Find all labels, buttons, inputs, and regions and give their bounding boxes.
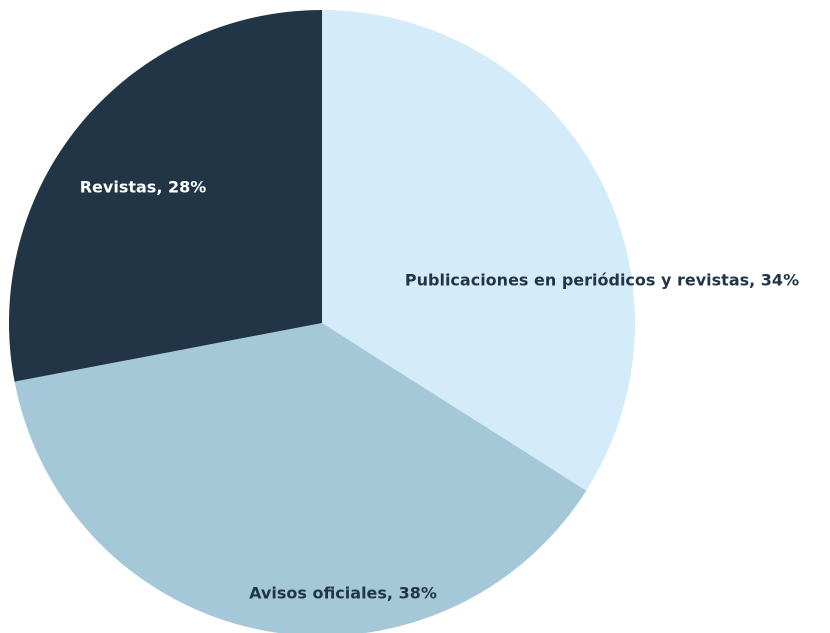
pie-slice <box>8 10 322 382</box>
slice-label: Publicaciones en periódicos y revistas, … <box>405 271 799 290</box>
pie-slice <box>14 323 587 633</box>
slice-label: Revistas, 28% <box>80 178 207 197</box>
slice-label: Avisos oficiales, 38% <box>249 584 437 603</box>
pie-slice <box>322 10 635 491</box>
